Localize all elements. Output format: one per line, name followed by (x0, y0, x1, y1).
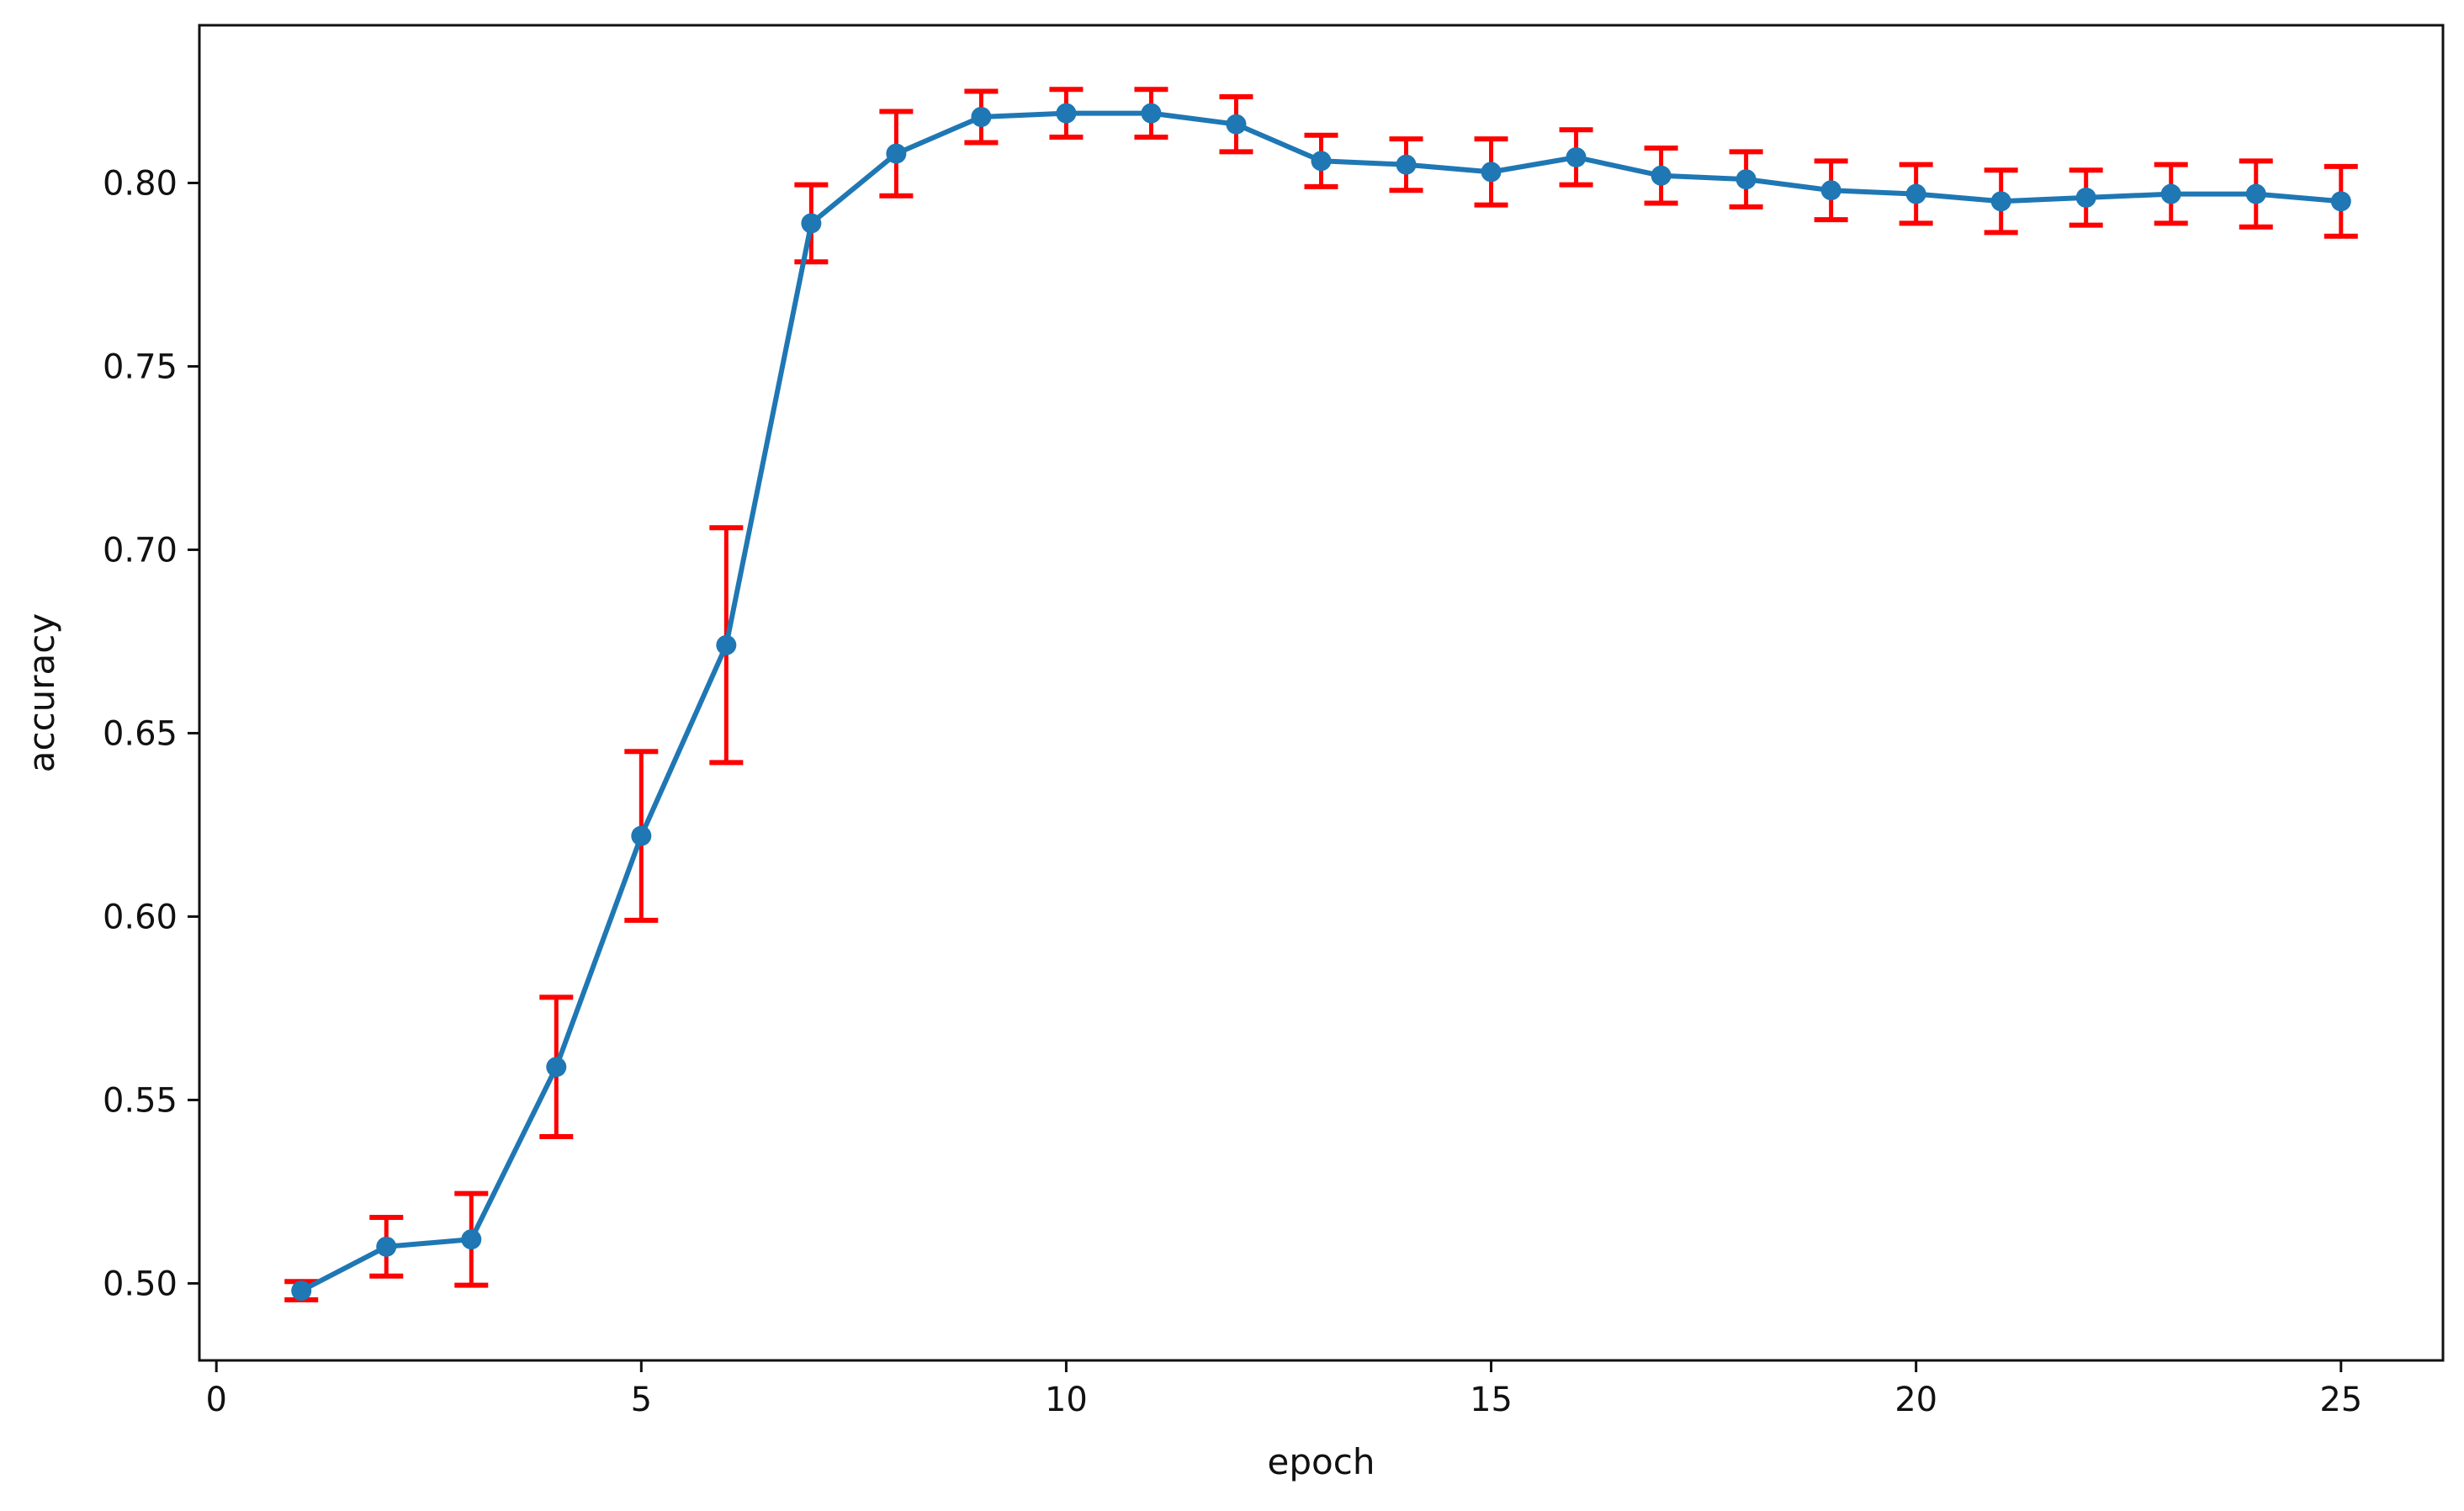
data-point (2245, 183, 2266, 204)
data-point (631, 825, 652, 846)
data-point (886, 143, 907, 164)
y-tick-label: 0.70 (103, 531, 178, 570)
data-point (1311, 151, 1332, 172)
x-tick-label: 0 (205, 1381, 226, 1419)
data-point (1820, 180, 1841, 201)
x-axis-label: epoch (1268, 1441, 1375, 1482)
data-point (2075, 187, 2096, 208)
y-tick-label: 0.75 (103, 347, 178, 386)
data-point (1990, 191, 2011, 212)
data-point (1651, 165, 1672, 186)
data-point (376, 1236, 397, 1257)
data-point (2330, 191, 2351, 212)
data-point (1396, 154, 1417, 175)
data-point (801, 213, 822, 234)
x-tick-label: 5 (631, 1381, 652, 1419)
data-point (1056, 103, 1077, 124)
data-point (1905, 183, 1926, 204)
x-axis-ticks: 0 5 10 15 20 25 (205, 1360, 2362, 1419)
y-axis-ticks: 0.50 0.55 0.60 0.65 0.70 0.75 0.80 (103, 164, 199, 1303)
y-tick-label: 0.65 (103, 714, 178, 753)
data-point (1226, 114, 1247, 135)
data-point (291, 1280, 312, 1302)
x-tick-label: 10 (1045, 1381, 1088, 1419)
x-tick-label: 15 (1470, 1381, 1513, 1419)
data-point (2160, 183, 2181, 204)
y-tick-label: 0.50 (103, 1264, 178, 1303)
y-tick-label: 0.80 (103, 164, 178, 203)
data-point (1481, 162, 1502, 183)
data-point (546, 1057, 567, 1078)
x-tick-label: 20 (1894, 1381, 1937, 1419)
data-point (971, 106, 992, 127)
y-tick-label: 0.60 (103, 898, 178, 936)
data-point (461, 1229, 482, 1250)
y-tick-label: 0.55 (103, 1081, 178, 1120)
data-point (1735, 169, 1757, 190)
data-point (1566, 146, 1587, 167)
x-tick-label: 25 (2319, 1381, 2362, 1419)
data-points (291, 103, 2351, 1302)
data-point (716, 634, 737, 655)
plot-frame (198, 24, 2445, 1362)
y-axis-label: accuracy (21, 613, 62, 773)
data-point (1141, 103, 1162, 124)
